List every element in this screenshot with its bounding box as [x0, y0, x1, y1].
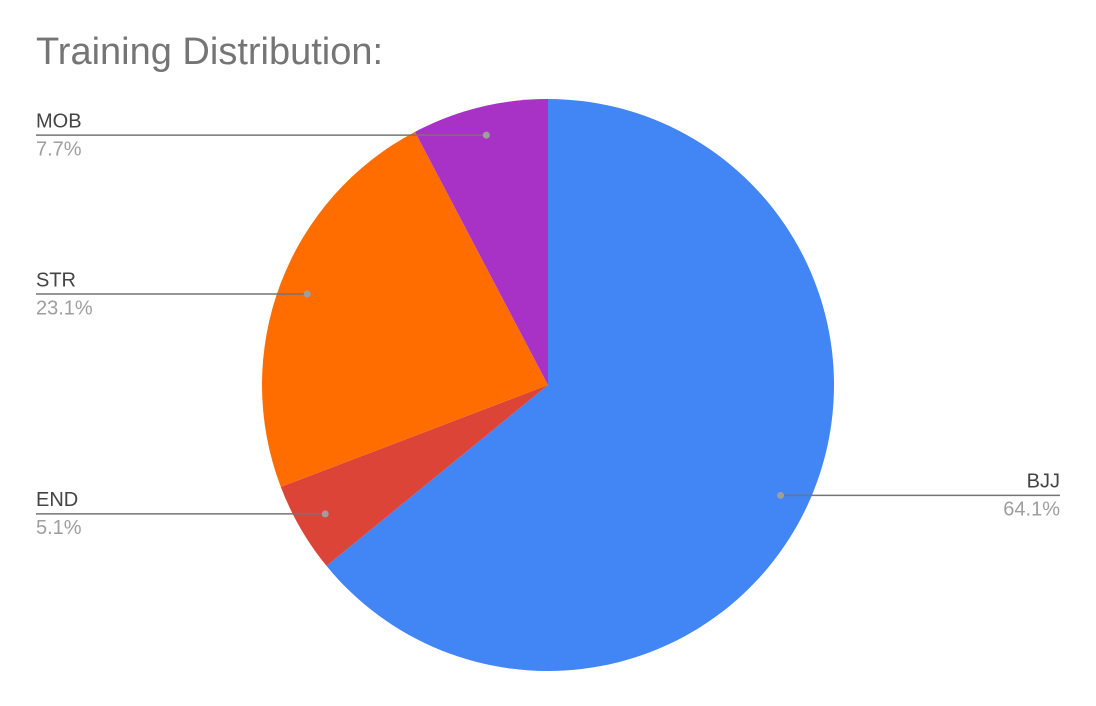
slice-label: MOB [36, 110, 82, 132]
leader-dot [321, 510, 329, 518]
leader-dot [482, 131, 490, 139]
slice-value-label: 7.7% [36, 138, 82, 160]
slice-label: END [36, 489, 78, 511]
pie-slice [261, 131, 548, 487]
slice-value-label: 64.1% [1003, 499, 1060, 521]
slice-label: BJJ [1027, 471, 1060, 493]
slice-value-label: 23.1% [36, 297, 93, 319]
pie-slice [326, 99, 835, 671]
slice-label: STR [36, 269, 76, 291]
pie-slice [414, 99, 548, 385]
leader-dot [777, 491, 785, 499]
slice-value-label: 5.1% [36, 517, 82, 539]
pie-slice [280, 385, 548, 566]
chart-title: Training Distribution: [36, 31, 383, 73]
leader-dot [303, 290, 311, 298]
